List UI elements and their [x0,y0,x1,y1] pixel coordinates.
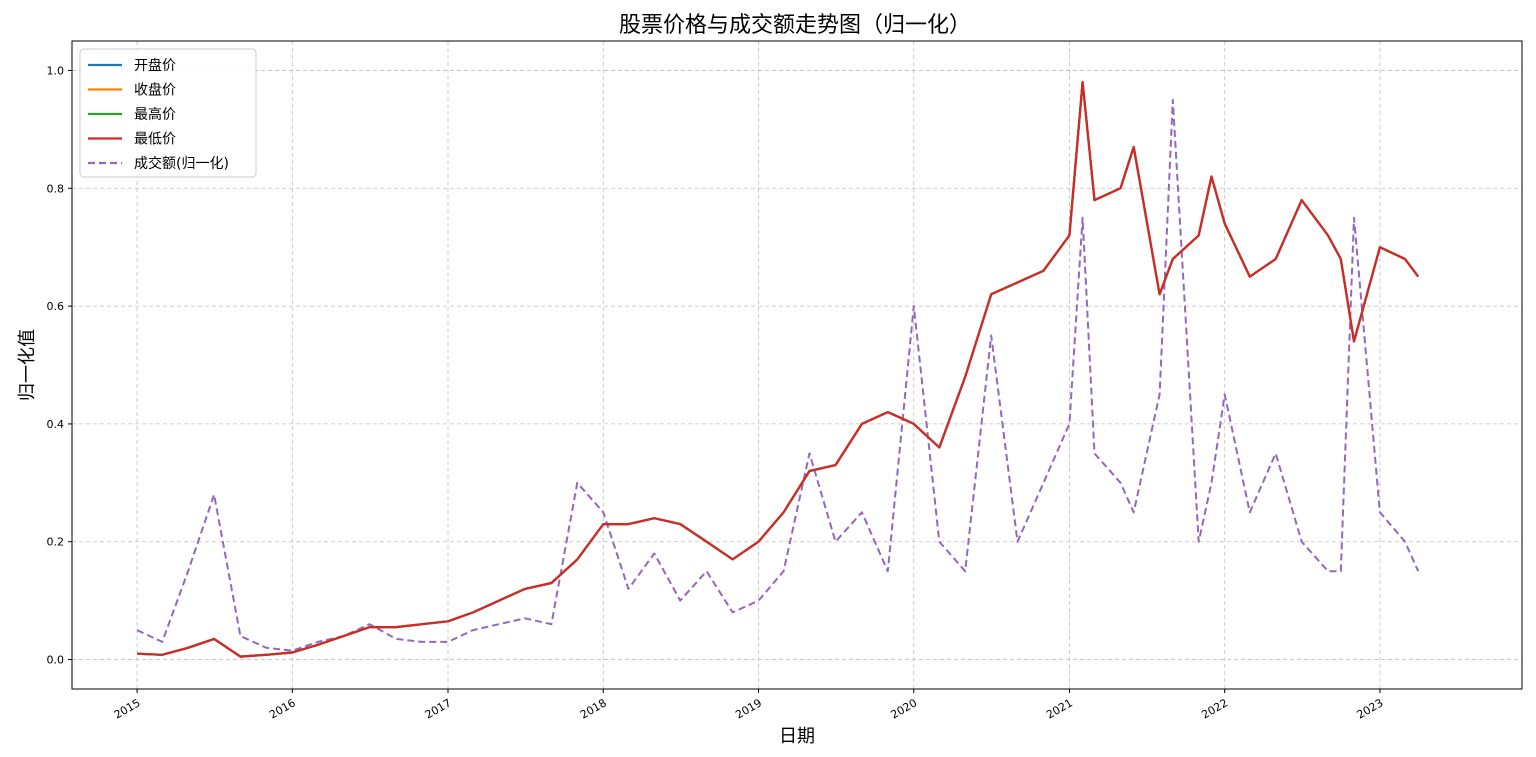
series-line-1 [137,81,1420,658]
legend-label-1: 收盘价 [134,82,176,99]
x-axis-label: 日期 [779,726,815,747]
x-axis-ticks: 2015 2016 2017 2018 2019 2020 2021 2022 2023 [112,689,1386,722]
x-tick-label: 2021 [1044,696,1075,721]
legend-label-4: 成交额(归一化) [134,155,229,172]
y-tick-label: 0.4 [47,418,65,431]
legend-label-2: 最高价 [134,106,176,123]
x-tick-label: 2022 [1199,696,1230,721]
series-line-4 [136,98,1420,652]
y-tick-label: 0.8 [47,182,65,195]
x-tick-label: 2016 [267,696,298,721]
x-tick-label: 2023 [1355,696,1386,721]
y-tick-label: 0.6 [47,300,65,313]
grid [72,41,1522,689]
series-line-0 [137,81,1420,658]
x-tick-label: 2018 [578,696,609,721]
y-axis-label: 归一化值 [17,329,38,401]
series-line-3 [137,81,1420,658]
x-tick-label: 2019 [733,696,764,721]
legend-box [79,48,257,178]
y-tick-label: 0.2 [47,536,65,549]
x-tick-label: 2020 [889,696,920,721]
series-lines [136,81,1420,658]
y-tick-label: 1.0 [47,64,65,77]
plot-area-frame [71,40,1523,690]
legend-label-0: 开盘价 [134,57,176,74]
x-tick-label: 2017 [423,696,454,721]
series-line-2 [137,81,1420,658]
x-tick-label: 2015 [112,696,143,721]
y-tick-label: 0.0 [47,654,65,667]
y-axis-ticks: 0.0 0.2 0.4 0.6 0.8 1.0 [47,64,72,667]
legend-label-3: 最低价 [134,132,176,148]
chart-title: 股票价格与成交额走势图（归一化） [619,13,971,38]
